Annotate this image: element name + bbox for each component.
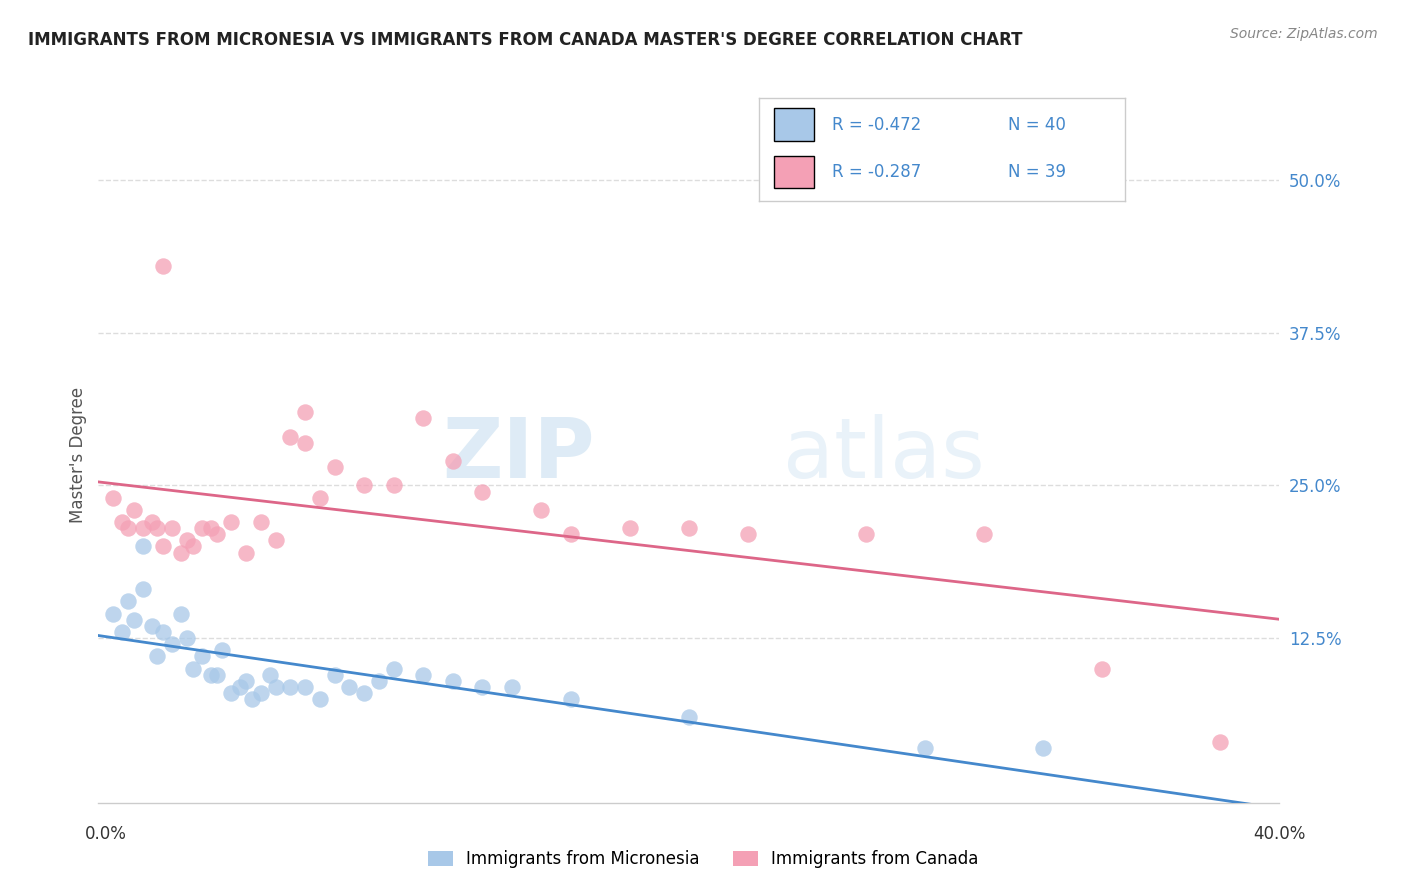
Point [117, 594, 139, 608]
Point [619, 521, 641, 535]
Point [1091, 661, 1114, 675]
Point [382, 661, 405, 675]
Point [278, 680, 302, 694]
Point [181, 540, 204, 554]
Point [309, 692, 332, 706]
Point [323, 667, 346, 681]
Point [368, 673, 391, 688]
Point [200, 521, 222, 535]
Point [471, 680, 494, 694]
Point [973, 527, 995, 541]
Text: ZIP: ZIP [441, 415, 595, 495]
Point [353, 478, 375, 492]
Point [122, 613, 145, 627]
Point [162, 521, 183, 535]
Point [170, 545, 193, 559]
Point [309, 491, 332, 505]
Point [855, 527, 877, 541]
Point [560, 527, 582, 541]
Point [294, 435, 316, 450]
Point [103, 491, 125, 505]
Point [294, 680, 316, 694]
Point [152, 624, 174, 639]
Point [170, 607, 193, 621]
Point [103, 607, 125, 621]
Point [152, 259, 174, 273]
Point [211, 643, 233, 657]
Point [1032, 740, 1054, 755]
Point [441, 673, 464, 688]
Legend: Immigrants from Micronesia, Immigrants from Canada: Immigrants from Micronesia, Immigrants f… [420, 844, 986, 875]
Point [132, 540, 155, 554]
Point [530, 503, 553, 517]
Text: N = 40: N = 40 [1008, 116, 1066, 134]
Point [412, 411, 434, 425]
Point [235, 673, 257, 688]
Point [200, 667, 222, 681]
Point [191, 521, 214, 535]
Point [219, 686, 242, 700]
Point [132, 521, 155, 535]
Point [162, 637, 183, 651]
Point [191, 649, 214, 664]
Point [219, 515, 242, 529]
Point [176, 631, 198, 645]
Point [117, 521, 139, 535]
Point [471, 484, 494, 499]
Point [294, 405, 316, 419]
Point [111, 515, 134, 529]
Point [141, 515, 163, 529]
Text: R = -0.472: R = -0.472 [832, 116, 921, 134]
Point [441, 454, 464, 468]
Point [122, 503, 145, 517]
Point [229, 680, 252, 694]
Point [560, 692, 582, 706]
Text: atlas: atlas [783, 415, 986, 495]
Point [205, 667, 228, 681]
Text: R = -0.287: R = -0.287 [832, 163, 921, 181]
Point [111, 624, 134, 639]
Point [501, 680, 523, 694]
Text: 40.0%: 40.0% [1253, 825, 1306, 843]
Point [146, 521, 169, 535]
Point [264, 680, 287, 694]
Point [353, 686, 375, 700]
Y-axis label: Master's Degree: Master's Degree [69, 387, 87, 523]
Point [132, 582, 155, 597]
Point [382, 478, 405, 492]
Point [323, 460, 346, 475]
Point [181, 661, 204, 675]
Point [737, 527, 759, 541]
Point [240, 692, 263, 706]
Point [235, 545, 257, 559]
Point [914, 740, 936, 755]
Point [141, 619, 163, 633]
Point [176, 533, 198, 548]
FancyBboxPatch shape [773, 109, 814, 141]
Point [278, 429, 302, 443]
Point [146, 649, 169, 664]
Point [205, 527, 228, 541]
Point [678, 521, 700, 535]
Point [152, 540, 174, 554]
Point [250, 515, 273, 529]
Point [678, 710, 700, 724]
Point [1209, 735, 1232, 749]
FancyBboxPatch shape [773, 155, 814, 188]
Point [259, 667, 281, 681]
Text: N = 39: N = 39 [1008, 163, 1066, 181]
Text: Source: ZipAtlas.com: Source: ZipAtlas.com [1230, 27, 1378, 41]
Point [412, 667, 434, 681]
Point [264, 533, 287, 548]
Text: IMMIGRANTS FROM MICRONESIA VS IMMIGRANTS FROM CANADA MASTER'S DEGREE CORRELATION: IMMIGRANTS FROM MICRONESIA VS IMMIGRANTS… [28, 31, 1022, 49]
Point [250, 686, 273, 700]
Text: 0.0%: 0.0% [84, 825, 127, 843]
Point [339, 680, 360, 694]
